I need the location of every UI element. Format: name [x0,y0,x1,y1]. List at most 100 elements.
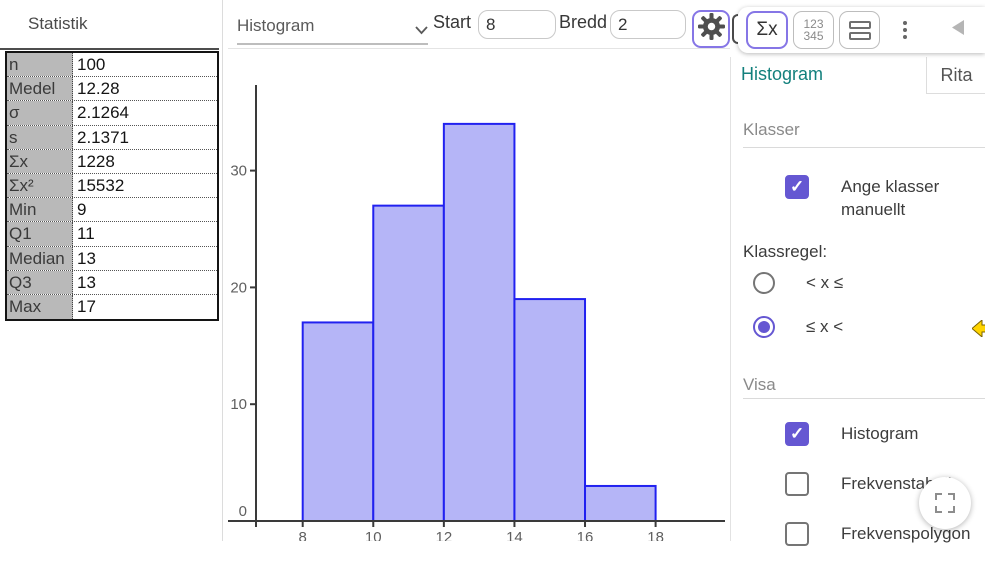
svg-text:14: 14 [506,529,523,541]
more-options-button[interactable] [891,16,919,44]
stat-row: Σx 1228 [7,149,217,174]
class-rule-options: < x ≤ ≤ x < [753,272,843,360]
stat-label: Q1 [7,222,73,246]
stat-value: 12.28 [77,79,120,99]
stat-label: Max [7,294,73,320]
stat-value: 13 [77,248,96,268]
collapse-left-icon [952,20,964,35]
manual-classes-row: Ange klasser manuellt [785,175,973,221]
stat-label: s [7,125,73,149]
svg-text:10: 10 [230,396,247,413]
plot-type-value: Histogram [237,16,315,35]
dropdown-underline [237,43,428,45]
class-rule-label: < x ≤ [806,273,844,292]
stat-row: n 100 [7,53,217,78]
svg-text:8: 8 [299,529,307,541]
chevron-down-icon [415,22,428,40]
show-option-checkbox[interactable] [785,522,809,546]
tab-rita[interactable]: Rita [926,57,985,94]
histogram-bar [372,204,445,522]
stat-label: Medel [7,77,73,101]
svg-text:0: 0 [239,503,247,520]
statistics-header: Statistik [0,0,219,50]
stat-row: Median 13 [7,246,217,271]
show-options: Histogram Frekvenstabell Frekvenspolygon [785,422,970,572]
class-rule-label: ≤ x < [806,317,844,336]
class-rule-radio[interactable] [753,272,775,294]
panel-divider [222,0,223,541]
histogram-bar [301,321,375,522]
stat-row: Max 17 [7,294,217,320]
statistics-title: Statistik [28,14,88,33]
histogram-bar [513,298,587,522]
statistics-toggle-button[interactable]: Σx [746,11,788,49]
plot-type-dropdown[interactable]: Histogram [237,12,428,45]
plot-header: Histogram Start Bredd [228,0,730,49]
stat-label: n [7,53,73,77]
gear-icon [697,13,725,45]
stat-row: Medel 12.28 [7,77,217,102]
svg-text:18: 18 [647,529,664,541]
svg-text:12: 12 [436,529,453,541]
data-toggle-button[interactable]: 123 345 [793,11,834,49]
kebab-menu-icon [903,21,907,25]
svg-text:30: 30 [230,163,247,180]
histogram-bar [442,122,516,522]
width-input[interactable] [610,10,686,39]
histogram-bar [584,484,657,522]
stat-row: Σx² 15532 [7,173,217,199]
section-rule [743,398,985,399]
class-rule-option: < x ≤ [753,272,843,294]
stat-label: Median [7,246,73,270]
stat-label: Q3 [7,270,73,294]
stat-label: σ [7,101,73,125]
tab-histogram[interactable]: Histogram [741,64,824,84]
options-tabs: Histogram Rita [731,57,985,94]
sum-stats-icon: Σx [756,19,778,40]
split-view-icon [848,20,871,29]
stat-row: Q3 13 [7,270,217,295]
stat-value: 13 [77,272,96,292]
show-option: Histogram [785,422,970,446]
collapse-panel-button[interactable] [952,20,965,40]
svg-text:16: 16 [577,529,594,541]
partial-button-edge [732,14,738,44]
statistics-panel: Statistik n 100 Medel 12.28 σ 2.1264 s 2… [0,0,222,541]
manual-classes-label: Ange klasser manuellt [841,177,940,219]
stat-row: s 2.1371 [7,125,217,150]
stat-value: 100 [77,55,106,74]
show-option-label: Frekvenspolygon [841,524,971,543]
svg-text:10: 10 [365,529,382,541]
stat-value: 11 [77,224,95,244]
stat-value: 17 [77,296,96,316]
show-option-checkbox[interactable] [785,472,809,496]
stat-value: 15532 [77,175,125,195]
start-input[interactable] [478,10,556,39]
split-view-button[interactable] [839,11,880,49]
stat-label: Min [7,198,73,222]
stat-row: σ 2.1264 [7,101,217,126]
view-toolbar-card: Σx 123 345 [738,7,985,53]
histogram-chart: 0 10 20 30 8 10 12 14 16 18 [228,85,725,541]
stat-row: Q1 11 [7,222,217,247]
section-rule [743,147,985,148]
plot-panel: Histogram Start Bredd [228,0,730,541]
stat-value: 1228 [77,151,115,171]
visa-heading: Visa [743,375,776,394]
settings-button[interactable] [692,10,730,48]
fullscreen-button[interactable] [919,477,971,529]
statistics-table: n 100 Medel 12.28 σ 2.1264 s 2.1371 Σx 1… [5,51,219,322]
stat-value: 2.1264 [77,103,129,123]
show-option-checkbox[interactable] [785,422,809,446]
start-label: Start [433,12,472,32]
class-rule-radio[interactable] [753,316,775,338]
numbers-icon: 123 [803,17,824,31]
class-rule-option: ≤ x < [753,316,843,338]
stat-value: 9 [77,200,87,220]
show-option-label: Histogram [841,424,919,443]
manual-classes-checkbox[interactable] [785,175,809,199]
stat-value: 2.1371 [77,127,129,147]
svg-text:20: 20 [230,279,247,296]
klassregel-label: Klassregel: [743,242,828,261]
width-label: Bredd [559,12,608,32]
